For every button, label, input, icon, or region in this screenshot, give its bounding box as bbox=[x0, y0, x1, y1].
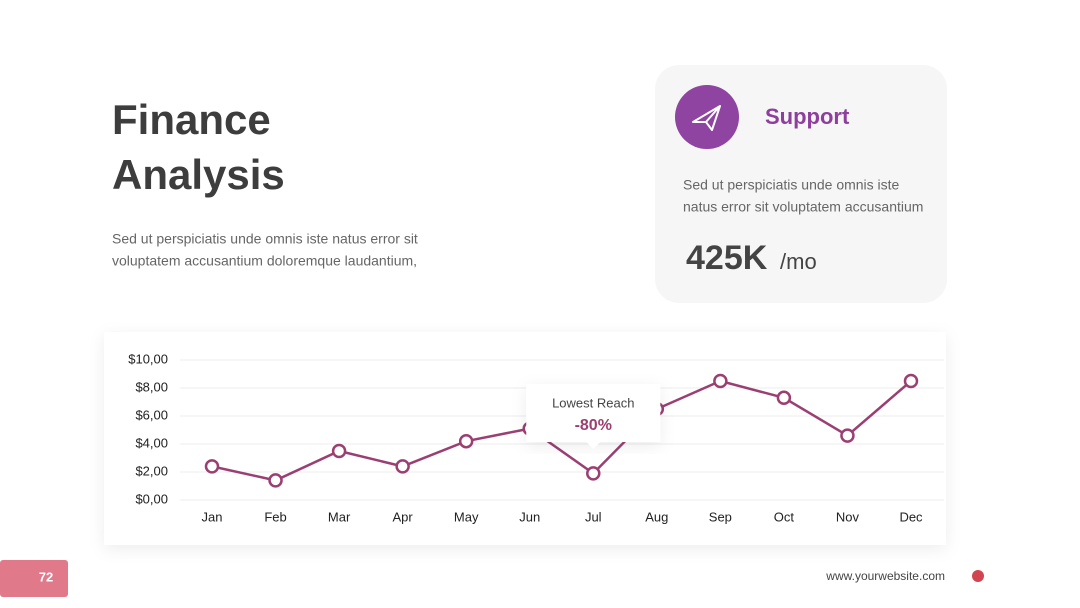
point bbox=[458, 433, 474, 449]
point bbox=[331, 443, 347, 459]
description: Sed ut perspiciatis unde omnis iste natu… bbox=[112, 231, 418, 247]
y-tick-label: $2,00 bbox=[135, 463, 168, 478]
x-tick-label: Jul bbox=[585, 509, 602, 524]
y-tick-label: $10,00 bbox=[128, 351, 168, 366]
y-tick-label: $8,00 bbox=[135, 379, 168, 394]
y-tick-label: $6,00 bbox=[135, 407, 168, 422]
x-tick-label: Sep bbox=[709, 509, 732, 524]
y-tick-label: $4,00 bbox=[135, 435, 168, 450]
point bbox=[395, 459, 410, 474]
point bbox=[713, 373, 728, 389]
point bbox=[268, 473, 283, 488]
point bbox=[204, 459, 220, 474]
x-tick-label: Apr bbox=[393, 509, 414, 524]
x-tick-label: Jan bbox=[202, 509, 223, 524]
point bbox=[903, 373, 919, 389]
x-tick-label: Feb bbox=[264, 509, 286, 524]
card-description: natus error sit voluptatem accusantium bbox=[683, 199, 923, 215]
tooltip-pointer bbox=[586, 442, 601, 449]
x-tick-label: Aug bbox=[645, 509, 668, 524]
plane-icon bbox=[692, 105, 721, 131]
support-icon bbox=[675, 85, 739, 149]
card-description: Sed ut perspiciatis unde omnis iste bbox=[683, 177, 900, 193]
point bbox=[776, 390, 792, 406]
tooltip-title: Lowest Reach bbox=[552, 395, 634, 410]
page-number: 72 bbox=[39, 569, 53, 584]
tooltip-value: -80% bbox=[575, 417, 612, 434]
point bbox=[840, 428, 855, 443]
chart: $0,00 $2,00 $4,00 $6,00 $8,00 $10,00 Jan Feb Mar… bbox=[128, 351, 944, 524]
stat-unit: /mo bbox=[780, 249, 817, 274]
footer-dot bbox=[972, 570, 984, 582]
website: www.yourwebsite.com bbox=[825, 569, 945, 583]
stat: 425K bbox=[686, 239, 768, 277]
x-tick-label: Dec bbox=[899, 509, 923, 524]
tooltip bbox=[526, 384, 661, 442]
x-tick-label: May bbox=[454, 509, 479, 524]
x-tick-label: Oct bbox=[774, 509, 795, 524]
line bbox=[211, 379, 912, 482]
page-number-box bbox=[0, 560, 68, 597]
title: Finance bbox=[112, 96, 271, 143]
support-title: Support bbox=[765, 104, 850, 129]
y-tick-label: $0,00 bbox=[135, 491, 168, 506]
x-tick-label: Nov bbox=[836, 509, 860, 524]
x-tick-label: Jun bbox=[519, 509, 540, 524]
description: voluptatem accusantium doloremque laudan… bbox=[112, 253, 417, 269]
title: Analysis bbox=[112, 151, 285, 198]
x-tick-label: Mar bbox=[328, 509, 351, 524]
chart-card bbox=[104, 332, 946, 545]
point bbox=[586, 466, 601, 481]
